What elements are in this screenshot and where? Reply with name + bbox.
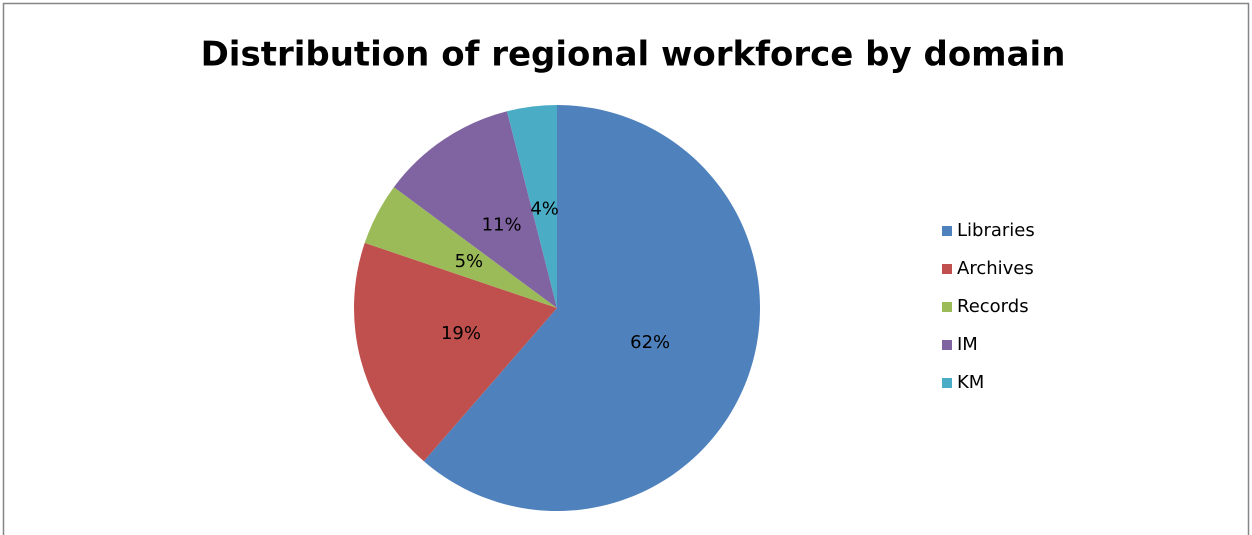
pie-slice — [393, 111, 557, 309]
legend-label: KM — [957, 372, 984, 393]
data-label: 4% — [530, 198, 559, 219]
pie-slice — [364, 187, 557, 308]
chart-title: Distribution of regional workforce by do… — [201, 35, 1066, 75]
data-label: 62% — [630, 332, 670, 353]
legend-swatch — [942, 378, 952, 388]
pie-slice — [423, 105, 761, 512]
legend-label: Records — [957, 296, 1029, 317]
legend-label: Libraries — [957, 220, 1035, 241]
legend-swatch — [942, 226, 952, 236]
legend-label: Archives — [957, 258, 1034, 279]
data-label: 11% — [482, 214, 522, 235]
data-label: 5% — [455, 251, 484, 272]
pie-slice — [507, 105, 557, 308]
legend-swatch — [942, 340, 952, 350]
legend-swatch — [942, 264, 952, 274]
data-label: 19% — [441, 323, 481, 344]
legend-label: IM — [957, 334, 978, 355]
legend-swatch — [942, 302, 952, 312]
pie-slice — [354, 242, 557, 462]
